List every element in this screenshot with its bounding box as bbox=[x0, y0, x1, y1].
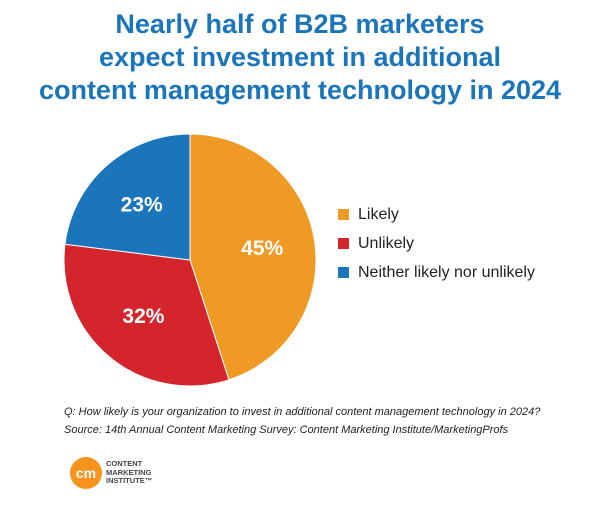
cmi-logo: cm CONTENT MARKETING INSTITUTE™ bbox=[70, 457, 152, 489]
pie-chart: 45% 32% 23% bbox=[63, 133, 317, 387]
logo-line-2: MARKETING bbox=[106, 467, 152, 477]
logo-line-3: INSTITUTE™ bbox=[106, 476, 153, 486]
pie-label-likely: 45% bbox=[241, 237, 283, 260]
source-note: Source: 14th Annual Content Marketing Su… bbox=[64, 424, 509, 436]
chart-notes: Q: How likely is your organization to in… bbox=[64, 403, 540, 439]
title-line-1: Nearly half of B2B marketers bbox=[115, 9, 485, 39]
legend-swatch-neither bbox=[338, 267, 349, 278]
logo-line-1: CONTENT bbox=[106, 459, 143, 469]
cm-logo-mark: cm bbox=[70, 457, 102, 489]
legend-swatch-likely bbox=[338, 209, 349, 220]
legend-item-likely: Likely bbox=[338, 200, 535, 229]
survey-question: Q: How likely is your organization to in… bbox=[64, 406, 541, 418]
pie-label-neither: 23% bbox=[121, 194, 163, 217]
pie-slice-neither bbox=[64, 133, 191, 261]
legend-swatch-unlikely bbox=[338, 238, 349, 249]
logo-wordmark: CONTENT MARKETING INSTITUTE™ bbox=[106, 460, 152, 486]
title-line-2: expect investment in additional bbox=[98, 42, 502, 72]
chart-title: Nearly half of B2B marketers expect inve… bbox=[0, 8, 600, 107]
pie-label-unlikely: 32% bbox=[122, 305, 164, 328]
chart-legend: Likely Unlikely Neither likely nor unlik… bbox=[338, 200, 535, 287]
pie-slice-unlikely bbox=[63, 243, 230, 387]
legend-label-neither: Neither likely nor unlikely bbox=[358, 263, 535, 281]
pie-slice-likely bbox=[189, 133, 317, 381]
title-line-3: content management technology in 2024 bbox=[38, 75, 562, 105]
legend-item-unlikely: Unlikely bbox=[338, 229, 535, 258]
legend-item-neither: Neither likely nor unlikely bbox=[338, 258, 535, 287]
legend-label-likely: Likely bbox=[358, 205, 399, 223]
legend-label-unlikely: Unlikely bbox=[358, 234, 415, 252]
